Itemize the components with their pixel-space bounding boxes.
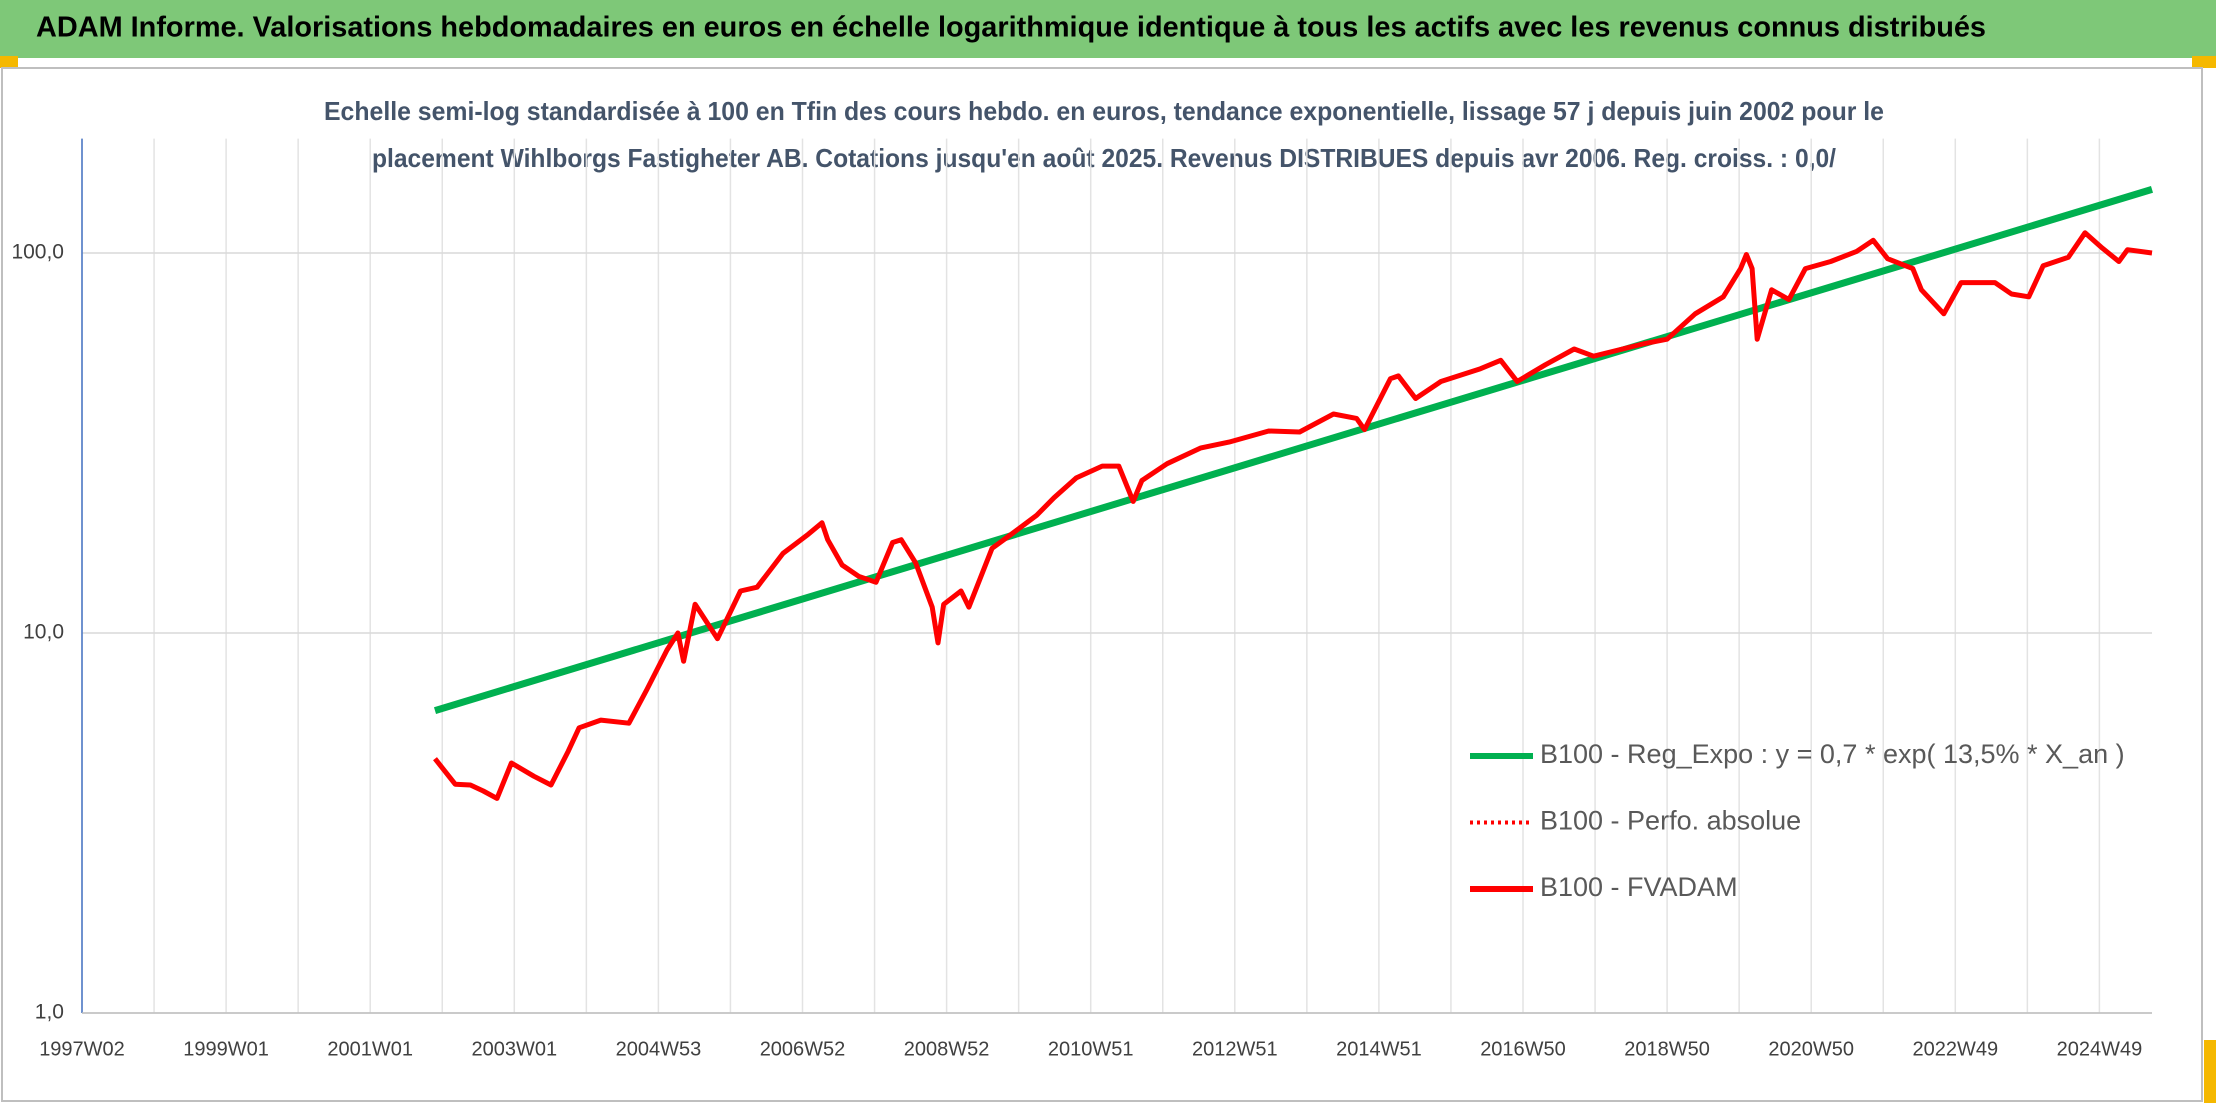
y-tick-label: 100,0 — [11, 241, 64, 264]
x-tick-label: 2004W53 — [616, 1038, 702, 1060]
x-tick-label: 2006W52 — [760, 1038, 846, 1060]
y-tick-label: 10,0 — [23, 621, 64, 644]
x-tick-label: 2020W50 — [1768, 1038, 1854, 1060]
legend-label: B100 - Reg_Expo : y = 0,7 * exp( 13,5% *… — [1540, 739, 2125, 769]
chart-frame — [1, 67, 2203, 1102]
x-tick-label: 2001W01 — [327, 1038, 413, 1060]
x-tick-label: 2003W01 — [471, 1038, 557, 1060]
x-tick-label: 1997W02 — [39, 1038, 125, 1060]
data-line — [433, 186, 2154, 714]
x-tick-label: 2024W49 — [2057, 1038, 2143, 1060]
x-tick-label: 2018W50 — [1624, 1038, 1710, 1060]
x-tick-label: 2008W52 — [904, 1038, 990, 1060]
corner-mark — [2192, 56, 2216, 68]
chart-title: placement Wihlborgs Fastigheter AB. Cota… — [372, 143, 1836, 173]
header-bar — [0, 0, 2216, 58]
x-tick-label: 2012W51 — [1192, 1038, 1278, 1060]
y-tick-label: 1,0 — [35, 1001, 64, 1024]
legend-label: B100 - Perfo. absolue — [1540, 806, 1801, 836]
x-tick-label: 1999W01 — [183, 1038, 269, 1060]
header-title: ADAM Informe. Valorisations hebdomadaire… — [36, 12, 1986, 44]
chart-title: Echelle semi-log standardisée à 100 en T… — [324, 96, 1884, 126]
x-tick-label: 2010W51 — [1048, 1038, 1134, 1060]
legend-label: B100 - FVADAM — [1540, 872, 1738, 902]
corner-mark — [2204, 1040, 2216, 1103]
x-tick-label: 2022W49 — [1912, 1038, 1998, 1060]
x-tick-label: 2016W50 — [1480, 1038, 1566, 1060]
data-line — [433, 230, 2153, 801]
x-tick-label: 2014W51 — [1336, 1038, 1422, 1060]
corner-mark — [0, 56, 18, 68]
